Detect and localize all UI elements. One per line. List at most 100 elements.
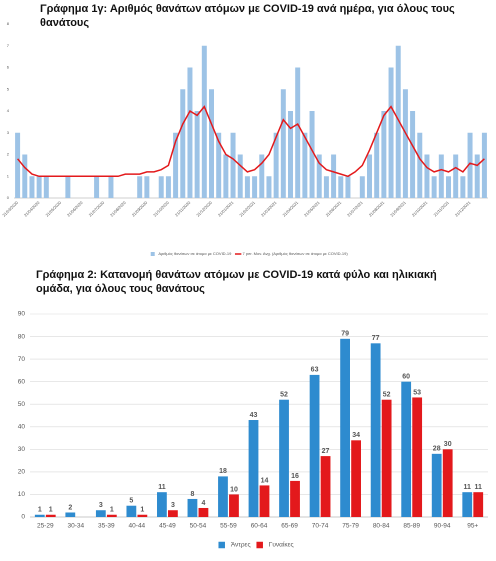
y-tick-label: 1: [7, 173, 10, 178]
bar: [165, 176, 171, 198]
y-tick-label: 10: [18, 491, 26, 498]
y-tick-label: 40: [18, 423, 26, 430]
x-tick-label: 21/02/2021: [238, 199, 256, 217]
bar: [340, 338, 350, 517]
x-tick-label: 21/08/2020: [109, 199, 127, 217]
x-tick-label: 21/06/2021: [325, 199, 343, 217]
x-tick-label: 95+: [467, 523, 478, 530]
y-tick-label: 70: [18, 356, 26, 363]
bar: [248, 420, 259, 517]
legend-label: Αριθμός θανάτων σε άτομα με COVID-19: [158, 251, 232, 256]
bar: [266, 176, 272, 198]
bar: [216, 132, 222, 198]
bar: [280, 89, 286, 198]
bar: [137, 176, 143, 198]
bar: [431, 453, 442, 517]
bar: [295, 67, 301, 198]
bar: [374, 132, 380, 198]
bar: [431, 176, 437, 198]
bar: [395, 45, 401, 198]
bar: [144, 176, 150, 198]
x-tick-label: 65-69: [281, 523, 298, 530]
x-tick-label: 40-44: [129, 523, 146, 530]
y-tick-label: 0: [7, 195, 10, 200]
bar: [187, 67, 193, 198]
data-label: 11: [464, 484, 472, 491]
x-tick-label: 80-84: [373, 523, 390, 530]
bar: [244, 176, 250, 198]
bar: [45, 514, 56, 517]
y-tick-label: 8: [7, 21, 10, 26]
bar: [173, 132, 179, 198]
bar: [412, 397, 423, 517]
data-label: 77: [372, 335, 380, 342]
data-label: 11: [475, 484, 483, 491]
data-label: 1: [38, 507, 42, 514]
data-label: 1: [49, 507, 53, 514]
legend-swatch: [218, 541, 225, 549]
x-tick-label: 21/03/2020: [1, 199, 19, 217]
bar: [106, 514, 117, 517]
legend-swatch: [256, 541, 263, 549]
bar: [351, 440, 361, 517]
bar: [94, 176, 100, 198]
bar: [438, 154, 444, 198]
bar: [279, 399, 289, 517]
x-tick-label: 21/05/2020: [44, 199, 62, 217]
bar: [65, 512, 76, 517]
data-label: 16: [291, 473, 299, 480]
x-tick-label: 21/09/2021: [389, 199, 407, 217]
bar: [309, 111, 315, 198]
x-tick-label: 21/12/2021: [454, 199, 472, 217]
bar: [29, 176, 35, 198]
bar: [462, 492, 473, 517]
x-tick-label: 21/12/2020: [195, 199, 213, 217]
bar: [34, 514, 45, 517]
data-label: 27: [322, 448, 330, 455]
data-label: 63: [311, 367, 319, 374]
data-label: 1: [110, 507, 114, 514]
bar: [218, 476, 228, 517]
bar: [446, 176, 451, 198]
x-tick-label: 25-29: [37, 523, 54, 530]
bar: [331, 154, 337, 198]
line: [17, 105, 485, 178]
y-tick-label: 30: [18, 446, 26, 453]
x-tick-label: 21/10/2021: [411, 199, 429, 217]
bar: [15, 132, 21, 198]
y-tick-label: 90: [18, 311, 26, 318]
y-tick-label: 3: [7, 130, 10, 135]
bar: [388, 67, 394, 198]
bar: [320, 456, 331, 517]
y-tick-label: 4: [7, 108, 10, 113]
bar: [157, 492, 167, 517]
data-label: 1: [140, 507, 144, 514]
legend-label: Γυναίκες: [269, 541, 294, 549]
bar: [126, 505, 137, 517]
x-tick-label: 30-34: [67, 523, 84, 530]
data-label: 52: [383, 392, 391, 399]
bar: [168, 510, 178, 517]
y-tick-label: 0: [21, 514, 25, 521]
x-tick-label: 21/04/2020: [23, 199, 41, 217]
bar: [290, 480, 300, 517]
x-tick-label: 60-64: [251, 523, 268, 530]
bar: [402, 89, 408, 198]
bar: [401, 381, 412, 517]
x-tick-label: 21/07/2021: [346, 199, 364, 217]
bar: [424, 154, 430, 198]
bar: [36, 176, 42, 198]
data-label: 3: [99, 502, 103, 509]
bar: [108, 176, 114, 198]
bar: [288, 111, 293, 198]
x-tick-label: 21/06/2020: [66, 199, 84, 217]
bar: [252, 176, 258, 198]
bar: [467, 132, 473, 198]
data-label: 43: [250, 412, 258, 419]
x-tick-label: 21/10/2020: [152, 199, 170, 217]
x-tick-label: 70-74: [312, 523, 329, 530]
bar: [359, 176, 365, 198]
x-tick-label: 45-49: [159, 523, 176, 530]
